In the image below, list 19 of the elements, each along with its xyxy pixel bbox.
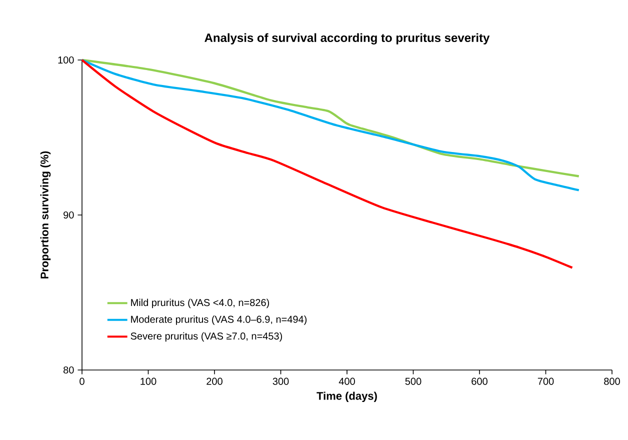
y-tick-label: 100	[58, 56, 74, 64]
legend-label: Mild pruritus (VAS <4.0, n=826)	[131, 298, 270, 308]
x-tick-label: 100	[140, 378, 156, 385]
x-tick-label: 700	[538, 378, 554, 385]
legend-label: Moderate pruritus (VAS 4.0–6.9, n=494)	[131, 316, 307, 325]
chart-title: Analysis of survival according to pruritus severity	[204, 33, 490, 44]
x-tick-label: 800	[604, 378, 620, 385]
x-tick-label: 600	[472, 378, 488, 385]
y-axis-title: Proportion surviving (%)	[40, 151, 51, 278]
legend-label: Severe pruritus (VAS ≥7.0, n=453)	[130, 332, 282, 342]
line-series	[80, 58, 574, 269]
x-tick-label: 0	[80, 378, 84, 385]
y-tick-label: 90	[64, 211, 74, 219]
x-tick-label: 400	[338, 378, 355, 385]
x-tick-label: 300	[272, 378, 289, 385]
x-axis-title: Time (days)	[316, 392, 377, 402]
x-tick-label: 200	[206, 378, 222, 385]
x-tick-label: 500	[405, 378, 422, 385]
y-tick-label: 80	[64, 366, 74, 374]
